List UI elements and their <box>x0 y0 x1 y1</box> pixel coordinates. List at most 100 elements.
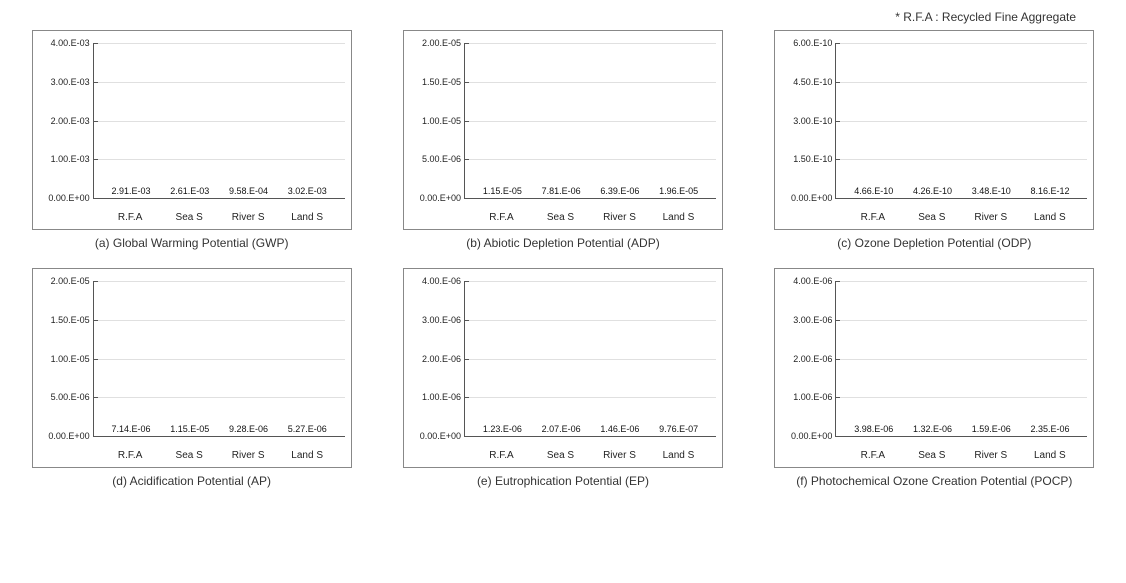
bar-value-label: 9.76.E-07 <box>659 424 698 434</box>
y-tick-label: 1.00.E-05 <box>51 354 94 364</box>
chart-caption: (e) Eutrophication Potential (EP) <box>477 474 649 488</box>
y-tick-label: 5.00.E-06 <box>51 392 94 402</box>
chart-box: 0.00.E+00 1.50.E-10 3.00.E-10 4.50.E-10 6.00… <box>774 30 1094 230</box>
chart-caption: (f) Photochemical Ozone Creation Potenti… <box>796 474 1072 488</box>
y-tick-label: 1.00.E-05 <box>422 116 465 126</box>
y-tick-label: 1.00.E-06 <box>793 392 836 402</box>
chart-box: 0.00.E+00 5.00.E-06 1.00.E-05 1.50.E-05 2.00… <box>403 30 723 230</box>
y-tick-label: 4.00.E-06 <box>422 276 465 286</box>
x-label: R.F.A <box>476 212 528 223</box>
y-tick-label: 3.00.E-10 <box>793 116 836 126</box>
x-label: River S <box>594 450 646 461</box>
chart-panel-gwp: 0.00.E+001.00.E-032.00.E-033.00.E-034.00… <box>20 30 363 250</box>
bar-value-label: 1.46.E-06 <box>600 424 639 434</box>
bar-value-label: 9.58.E-04 <box>229 186 268 196</box>
bar-value-label: 3.98.E-06 <box>854 424 893 434</box>
x-labels: R.F.ASea SRiver SLand S <box>93 212 345 223</box>
y-tick-label: 0.00.E+00 <box>791 193 836 203</box>
chart-panel-adp: 0.00.E+00 5.00.E-06 1.00.E-05 1.50.E-05 2.00… <box>391 30 734 250</box>
x-label: Land S <box>1024 212 1076 223</box>
y-tick-label: 1.50.E-10 <box>793 154 836 164</box>
x-label: River S <box>222 450 274 461</box>
bar-value-label: 8.16.E-12 <box>1030 186 1069 196</box>
x-label: River S <box>594 212 646 223</box>
plot-area: 0.00.E+005.00.E-061.00.E-051.50.E-052.00… <box>464 43 716 199</box>
x-label: Sea S <box>906 450 958 461</box>
bar-value-label: 2.35.E-06 <box>1030 424 1069 434</box>
x-label: River S <box>965 212 1017 223</box>
y-tick-label: 2.00.E-06 <box>793 354 836 364</box>
y-tick-label: 5.00.E-06 <box>422 154 465 164</box>
plot-area: 0.00.E+001.50.E-103.00.E-104.50.E-106.00… <box>835 43 1087 199</box>
x-label: R.F.A <box>104 450 156 461</box>
bar-value-label: 1.59.E-06 <box>972 424 1011 434</box>
bars-container: 1.23.E-06 2.07.E-06 1.46.E-06 9.76.E-07 <box>465 281 716 436</box>
chart-panel-odp: 0.00.E+00 1.50.E-10 3.00.E-10 4.50.E-10 6.00… <box>763 30 1106 250</box>
chart-box: 0.00.E+005.00.E-061.00.E-051.50.E-052.00… <box>32 268 352 468</box>
y-tick-label: 1.00.E-03 <box>51 154 94 164</box>
bar-value-label: 6.39.E-06 <box>600 186 639 196</box>
x-labels: R.F.A Sea S River S Land S <box>835 212 1087 223</box>
chart-panel-ap: 0.00.E+005.00.E-061.00.E-051.50.E-052.00… <box>20 268 363 488</box>
bars-container: 1.15.E-05 7.81.E-06 6.39.E-06 1.96.E-05 <box>465 43 716 198</box>
y-tick-label: 2.00.E-06 <box>422 354 465 364</box>
y-tick-label: 1.50.E-05 <box>422 77 465 87</box>
footnote: * R.F.A : Recycled Fine Aggregate <box>20 10 1106 24</box>
x-label: Land S <box>1024 450 1076 461</box>
y-tick-label: 3.00.E-06 <box>422 315 465 325</box>
bar-value-label: 3.48.E-10 <box>972 186 1011 196</box>
x-labels: R.F.ASea SRiver SLand S <box>464 450 716 461</box>
plot-area: 0.00.E+001.00.E-062.00.E-063.00.E-064.00… <box>835 281 1087 437</box>
chart-box: 0.00.E+00 1.00.E-06 2.00.E-06 3.00.E-06 4.00… <box>774 268 1094 468</box>
bar-value-label: 2.61.E-03 <box>170 186 209 196</box>
chart-panel-pocp: 0.00.E+00 1.00.E-06 2.00.E-06 3.00.E-06 4.00… <box>763 268 1106 488</box>
bar-value-label: 9.28.E-06 <box>229 424 268 434</box>
x-label: Land S <box>281 450 333 461</box>
bars-container: 2.91.E-03 2.61.E-03 9.58.E-04 3.02.E-03 <box>94 43 345 198</box>
y-tick-label: 1.50.E-05 <box>51 315 94 325</box>
chart-caption: (c) Ozone Depletion Potential (ODP) <box>837 236 1031 250</box>
x-label: River S <box>965 450 1017 461</box>
chart-panel-ep: 0.00.E+001.00.E-062.00.E-063.00.E-064.00… <box>391 268 734 488</box>
y-tick-label: 2.00.E-05 <box>422 38 465 48</box>
chart-caption: (a) Global Warming Potential (GWP) <box>95 236 289 250</box>
x-labels: R.F.A Sea S River S Land S <box>93 450 345 461</box>
chart-grid: 0.00.E+001.00.E-032.00.E-033.00.E-034.00… <box>20 30 1106 488</box>
y-tick-label: 2.00.E-05 <box>51 276 94 286</box>
y-tick-label: 0.00.E+00 <box>420 193 465 203</box>
plot-area: 0.00.E+001.00.E-062.00.E-063.00.E-064.00… <box>464 281 716 437</box>
x-label: Sea S <box>163 450 215 461</box>
bars-container: 4.66.E-10 4.26.E-10 3.48.E-10 8.16.E-12 <box>836 43 1087 198</box>
chart-caption: (d) Acidification Potential (AP) <box>112 474 271 488</box>
bar-value-label: 5.27.E-06 <box>288 424 327 434</box>
x-label: Land S <box>653 450 705 461</box>
bar-value-label: 2.91.E-03 <box>112 186 151 196</box>
x-label: R.F.A <box>104 212 156 223</box>
bar-value-label: 1.96.E-05 <box>659 186 698 196</box>
y-tick-label: 4.50.E-10 <box>793 77 836 87</box>
y-tick-label: 0.00.E+00 <box>48 193 93 203</box>
bar-value-label: 4.26.E-10 <box>913 186 952 196</box>
x-label: Sea S <box>906 212 958 223</box>
plot-area: 0.00.E+001.00.E-032.00.E-033.00.E-034.00… <box>93 43 345 199</box>
bar-value-label: 2.07.E-06 <box>542 424 581 434</box>
x-label: Sea S <box>535 212 587 223</box>
x-label: Sea S <box>163 212 215 223</box>
bar-value-label: 3.02.E-03 <box>288 186 327 196</box>
bar-value-label: 1.15.E-05 <box>483 186 522 196</box>
y-tick-label: 0.00.E+00 <box>791 431 836 441</box>
chart-caption: (b) Abiotic Depletion Potential (ADP) <box>466 236 659 250</box>
y-tick-label: 3.00.E-06 <box>793 315 836 325</box>
bar-value-label: 7.14.E-06 <box>112 424 151 434</box>
bar-value-label: 1.15.E-05 <box>170 424 209 434</box>
x-label: R.F.A <box>847 212 899 223</box>
x-label: Land S <box>653 212 705 223</box>
y-tick-label: 4.00.E-06 <box>793 276 836 286</box>
bar-value-label: 7.81.E-06 <box>542 186 581 196</box>
bar-value-label: 1.23.E-06 <box>483 424 522 434</box>
y-tick-label: 2.00.E-03 <box>51 116 94 126</box>
bars-container: 7.14.E-06 1.15.E-05 9.28.E-06 5.27.E-06 <box>94 281 345 436</box>
bar-value-label: 4.66.E-10 <box>854 186 893 196</box>
y-tick-label: 6.00.E-10 <box>793 38 836 48</box>
y-tick-label: 0.00.E+00 <box>420 431 465 441</box>
